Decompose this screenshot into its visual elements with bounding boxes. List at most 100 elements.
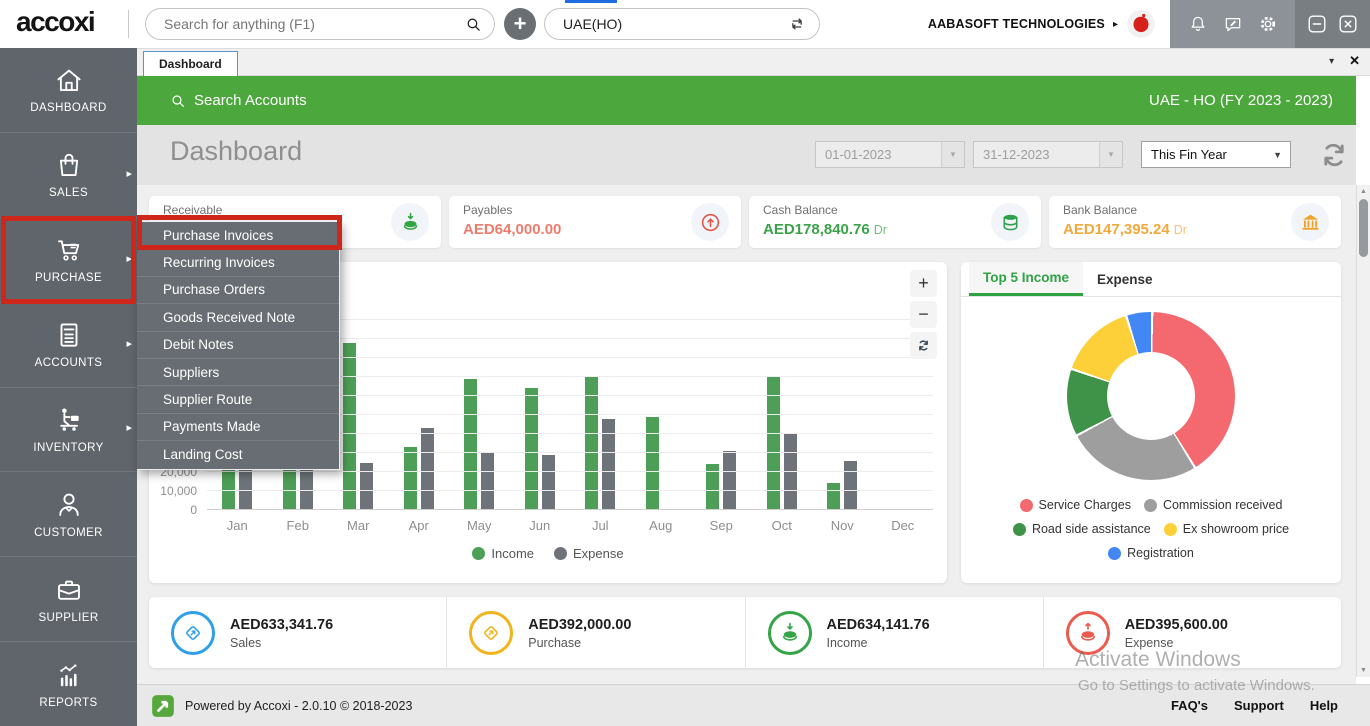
- switch-branch-icon[interactable]: [788, 15, 806, 33]
- briefcase-icon: [54, 575, 84, 605]
- sidebar-item-supplier[interactable]: SUPPLIER: [0, 557, 137, 643]
- sidebar-item-customer[interactable]: CUSTOMER: [0, 472, 137, 558]
- bar-group-oct: [752, 377, 813, 510]
- search-accounts-button[interactable]: Search Accounts: [170, 92, 307, 109]
- bar-income-apr: [403, 447, 417, 510]
- chart-refresh-button[interactable]: [910, 332, 937, 359]
- vertical-scrollbar[interactable]: ▲ ▼: [1356, 185, 1370, 677]
- zoom-in-button[interactable]: +: [910, 270, 937, 297]
- chevron-down-icon[interactable]: ▼: [941, 142, 964, 167]
- period-value: This Fin Year: [1151, 147, 1227, 162]
- chevron-right-icon: ▸: [126, 168, 132, 181]
- tab-expense[interactable]: Expense: [1097, 271, 1153, 287]
- scrollbar-thumb[interactable]: [1359, 199, 1368, 257]
- card-icon-circle: [991, 203, 1029, 241]
- feedback-button[interactable]: [1223, 14, 1243, 34]
- scroll-down-arrow-icon[interactable]: ▼: [1360, 667, 1367, 674]
- submenu-item-payments-made[interactable]: Payments Made: [137, 414, 339, 442]
- bar-expense-jul: [602, 418, 616, 510]
- coins-up-icon: [1076, 621, 1100, 645]
- sidebar-item-dashboard[interactable]: DASHBOARD: [0, 48, 137, 133]
- global-search[interactable]: [145, 8, 495, 40]
- total-value: AED392,000.00: [528, 617, 632, 634]
- card-label: Bank Balance: [1063, 203, 1138, 217]
- coins-down-icon: [399, 211, 422, 234]
- y-axis-tick: 10,000: [160, 484, 197, 498]
- submenu-item-goods-received-note[interactable]: Goods Received Note: [137, 304, 339, 332]
- card-icon-circle: [1291, 203, 1329, 241]
- legend-label: Expense: [573, 546, 624, 561]
- sidebar-item-reports[interactable]: REPORTS: [0, 642, 137, 726]
- chevron-down-icon[interactable]: ▼: [1099, 142, 1122, 167]
- chevron-right-icon: ▸: [126, 422, 132, 435]
- date-to-value: 31-12-2023: [983, 147, 1050, 162]
- submenu-item-debit-notes[interactable]: Debit Notes: [137, 332, 339, 359]
- sidebar-item-purchase[interactable]: PURCHASE ▸: [0, 218, 137, 303]
- refresh-icon: [916, 338, 931, 353]
- x-axis-label: Oct: [771, 518, 792, 533]
- tab-label: Dashboard: [159, 57, 222, 71]
- bar-income-jun: [524, 388, 538, 510]
- zoom-out-button[interactable]: −: [910, 301, 937, 328]
- close-tab-icon[interactable]: ✕: [1349, 53, 1360, 68]
- card-value: AED64,000.00: [463, 221, 562, 238]
- minimize-button[interactable]: [1306, 13, 1328, 35]
- period-select[interactable]: This Fin Year ▼: [1141, 141, 1291, 168]
- shopping-bag-icon: [54, 150, 84, 180]
- card-bank-balance[interactable]: Bank Balance AED147,395.24 Dr: [1049, 196, 1341, 248]
- powered-by-text: Powered by Accoxi - 2.0.10 © 2018-2023: [185, 698, 413, 713]
- company-menu[interactable]: AABASOFT TECHNOLOGIES ▸: [928, 0, 1156, 48]
- coins-stack-icon: [999, 211, 1022, 234]
- global-search-input[interactable]: [162, 15, 465, 33]
- branch-label: UAE(HO): [563, 16, 623, 32]
- add-new-button[interactable]: +: [504, 8, 536, 40]
- footer-link-faq-s[interactable]: FAQ's: [1170, 698, 1208, 713]
- date-to-picker[interactable]: 31-12-2023 ▼: [973, 141, 1123, 168]
- close-button[interactable]: [1337, 13, 1359, 35]
- total-icon-ring: [469, 610, 514, 655]
- submenu-item-recurring-invoices[interactable]: Recurring Invoices: [137, 249, 339, 277]
- footer-link-help[interactable]: Help: [1309, 698, 1338, 713]
- submenu-item-purchase-invoices[interactable]: Purchase Invoices: [137, 222, 339, 250]
- scroll-up-arrow-icon[interactable]: ▲: [1360, 188, 1367, 195]
- total-sales: AED633,341.76 Sales: [149, 597, 448, 668]
- submenu-item-landing-cost[interactable]: Landing Cost: [163, 447, 243, 463]
- sidebar-item-label: PURCHASE: [34, 272, 103, 285]
- sidebar-item-sales[interactable]: SALES ▸: [0, 133, 137, 218]
- card-value-suffix: Dr: [1173, 223, 1187, 237]
- donut-legend: Service Charges Commission received Road s…: [969, 498, 1333, 560]
- search-icon[interactable]: [465, 16, 482, 33]
- sidebar-item-accounts[interactable]: ACCOUNTS ▸: [0, 303, 137, 388]
- bar-group-nov: [812, 460, 873, 510]
- reports-icon: [54, 660, 84, 690]
- bar-expense-mar: [360, 462, 374, 510]
- logo-divider: [128, 10, 129, 38]
- gridline: [207, 509, 933, 510]
- settings-button[interactable]: [1258, 14, 1278, 34]
- date-from-picker[interactable]: 01-01-2023 ▼: [815, 141, 965, 168]
- submenu-item-purchase-orders[interactable]: Purchase Orders: [137, 277, 339, 305]
- legend-dot: [472, 547, 486, 560]
- company-avatar[interactable]: [1126, 9, 1156, 39]
- sidebar-item-label: INVENTORY: [33, 441, 104, 454]
- chevron-down-icon[interactable]: ▾: [1329, 55, 1335, 67]
- card-payables[interactable]: Payables AED64,000.00: [449, 196, 741, 248]
- notifications-button[interactable]: [1188, 14, 1208, 34]
- fiscal-year-label: UAE - HO (FY 2023 - 2023): [1149, 92, 1333, 109]
- branch-selector[interactable]: UAE(HO): [544, 8, 820, 40]
- tab-top-5-income[interactable]: Top 5 Income: [969, 262, 1084, 296]
- total-value: AED633,341.76: [230, 617, 334, 634]
- footer: Powered by Accoxi - 2.0.10 © 2018-2023 F…: [137, 684, 1370, 726]
- total-label: Purchase: [528, 635, 582, 650]
- tab-dashboard[interactable]: Dashboard: [143, 51, 238, 76]
- minimize-icon: [1306, 13, 1328, 35]
- footer-link-support[interactable]: Support: [1234, 698, 1284, 713]
- sidebar-item-inventory[interactable]: INVENTORY ▸: [0, 388, 137, 473]
- refresh-dashboard-button[interactable]: [1317, 138, 1351, 172]
- sidebar-item-label: DASHBOARD: [30, 102, 107, 115]
- card-cash-balance[interactable]: Cash Balance AED178,840.76 Dr: [749, 196, 1041, 248]
- submenu-item-supplier-route[interactable]: Supplier Route: [137, 386, 339, 414]
- sidebar: DASHBOARD SALES ▸ PURCHASE ▸ ACCOUNTS ▸ INVENTO…: [0, 48, 137, 726]
- gridline: [207, 490, 933, 491]
- submenu-item-suppliers[interactable]: Suppliers: [137, 359, 339, 387]
